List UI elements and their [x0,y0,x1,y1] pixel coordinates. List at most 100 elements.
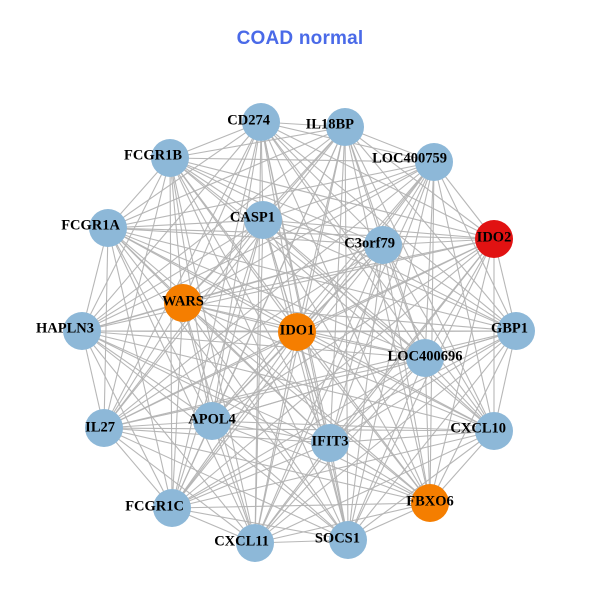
network-edge [169,157,435,163]
network-edge [211,420,331,444]
network-edge [382,244,426,359]
node-label-apol4: APOL4 [188,411,236,427]
network-node-loc400759[interactable] [415,143,453,181]
network-edge [182,121,262,304]
network-edge [254,238,495,544]
node-label-ido1: IDO1 [280,322,315,338]
network-edge [347,430,495,541]
network-edge [171,357,426,509]
node-label-casp1: CASP1 [230,209,275,225]
network-node-fcgr1a[interactable] [89,209,127,247]
network-edge [262,219,349,541]
network-node-loc400696[interactable] [406,339,444,377]
network-node-apol4[interactable] [193,402,231,440]
edge-layer [81,121,517,544]
network-node-cxcl10[interactable] [475,412,513,450]
network-edge [182,161,435,304]
network-node-cd274[interactable] [242,103,280,141]
network-edge [103,330,517,429]
network-edge [262,161,435,221]
network-edge [433,161,517,332]
network-edge [344,126,495,432]
network-edge [107,227,426,359]
node-label-c3orf79: C3orf79 [344,235,395,251]
network-edge [211,121,262,422]
network-edge [103,427,349,541]
node-label-ifit3: IFIT3 [311,433,348,449]
network-node-casp1[interactable] [244,201,282,239]
network-edge [254,442,331,544]
network-edge [171,442,331,509]
network-node-wars[interactable] [164,284,202,322]
network-edge [169,157,384,246]
network-node-il27[interactable] [85,409,123,447]
network-node-fbxo6[interactable] [411,484,449,522]
label-layer: CD274 IL18BP LOC400759 IDO2 GBP1 CXCL10 FBXO6 S… [36,112,528,549]
node-label-cxcl10: CXCL10 [450,420,506,436]
network-node-c3orf79[interactable] [364,226,402,264]
network-edge [103,244,384,429]
network-edge [169,157,298,333]
network-edge [81,219,264,332]
network-node-fcgr1b[interactable] [151,139,189,177]
network-edge [262,219,495,432]
network-node-gbp1[interactable] [497,312,535,350]
network-edge [81,157,171,332]
network-edge [169,157,495,240]
network-edge [262,219,426,359]
network-node-socs1[interactable] [329,521,367,559]
node-label-loc400759: LOC400759 [372,150,447,166]
network-edge [429,330,517,504]
network-edge [107,227,298,333]
network-edge [433,161,495,432]
network-edge [81,330,331,444]
network-edge [347,357,426,541]
network-edge [81,330,495,432]
network-edge [296,331,431,504]
network-edge [262,219,384,246]
network-edge [182,219,264,304]
network-edge [107,227,173,509]
network-edge [103,157,171,429]
network-edge [103,227,109,429]
network-edge [211,161,435,422]
network-edge [347,244,384,541]
network-edge [211,420,349,541]
network-edge [329,126,346,444]
network-edge [171,302,184,509]
node-label-hapln3: HAPLN3 [36,320,94,336]
network-edge [182,238,495,304]
network-edge [329,442,431,504]
network-edge [103,427,431,504]
network-edge [329,357,426,444]
network-edge [169,157,184,304]
network-edge [107,227,256,544]
network-edge [171,430,495,509]
network-edge [81,330,213,422]
network-node-ido2[interactable] [475,220,513,258]
network-node-fcgr1c[interactable] [153,489,191,527]
network-edge [296,331,331,444]
network-node-hapln3[interactable] [63,312,101,350]
network-edge [429,238,495,504]
network-edge [169,157,349,541]
network-node-ifit3[interactable] [311,424,349,462]
network-edge [81,330,173,509]
network-edge [182,244,384,304]
network-edge [107,227,349,541]
network-edge [107,161,435,229]
network-edge [103,219,264,429]
network-node-cxcl11[interactable] [236,524,274,562]
network-edge [81,330,256,544]
network-edge [296,330,517,333]
network-node-ido1[interactable] [278,313,316,351]
node-label-fcgr1a: FCGR1A [61,217,120,233]
network-edge [344,126,495,240]
network-edge [107,227,495,240]
node-label-il27: IL27 [85,419,115,435]
network-node-il18bp[interactable] [326,108,364,146]
network-edge [171,502,431,509]
network-edge [107,227,517,332]
network-edge [171,219,264,509]
